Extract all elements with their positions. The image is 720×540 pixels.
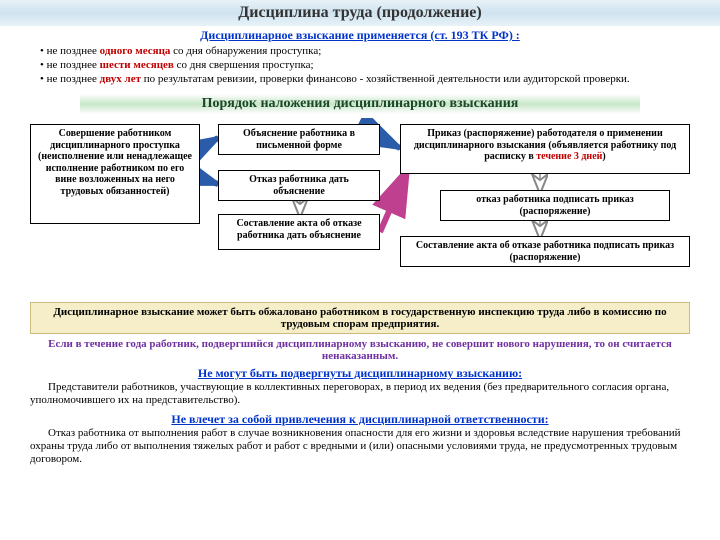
section2-title: Порядок наложения дисциплинарного взыска… <box>80 94 640 114</box>
footer-block-2: Не влечет за собой привлечения к дисципл… <box>0 410 720 469</box>
list-item: не позднее одного месяца со дня обнаруже… <box>40 45 680 59</box>
footer-block-1: Не могут быть подвергнуты дисциплинарном… <box>0 364 720 409</box>
flow-box-offense: Совершение работником дисциплинарного пр… <box>30 124 200 224</box>
list-item: не позднее шести месяцев со дня свершени… <box>40 59 680 73</box>
flowchart: Совершение работником дисциплинарного пр… <box>0 118 720 298</box>
flow-box-order-refusal-act: Составление акта об отказе работника под… <box>400 236 690 267</box>
page-title: Дисциплина труда (продолжение) <box>0 0 720 26</box>
footer-text-1: Представители работников, участвующие в … <box>30 381 690 407</box>
footer-text-2: Отказ работника от выполнения работ в сл… <box>30 427 690 467</box>
footer-title-1: Не могут быть подвергнуты дисциплинарном… <box>30 366 690 381</box>
flow-box-order-refusal: отказ работника подписать приказ (распор… <box>440 190 670 221</box>
section1-list: не позднее одного месяца со дня обнаруже… <box>40 45 680 86</box>
flow-box-explanation: Объяснение работника в письменной форме <box>218 124 380 155</box>
list-item: не позднее двух лет по результатам ревиз… <box>40 73 680 87</box>
flow-box-order: Приказ (распоряжение) работодателя о при… <box>400 124 690 174</box>
flow-box-refusal-act: Составление акта об отказе работника дат… <box>218 214 380 250</box>
section1-title: Дисциплинарное взыскание применяется (ст… <box>40 28 680 43</box>
appeal-banner: Дисциплинарное взыскание может быть обжа… <box>30 302 690 334</box>
section-disciplinary-application: Дисциплинарное взыскание применяется (ст… <box>0 26 720 90</box>
year-note: Если в течение года работник, подвергший… <box>0 336 720 364</box>
footer-title-2: Не влечет за собой привлечения к дисципл… <box>30 412 690 427</box>
flow-box-refusal: Отказ работника дать объяснение <box>218 170 380 201</box>
